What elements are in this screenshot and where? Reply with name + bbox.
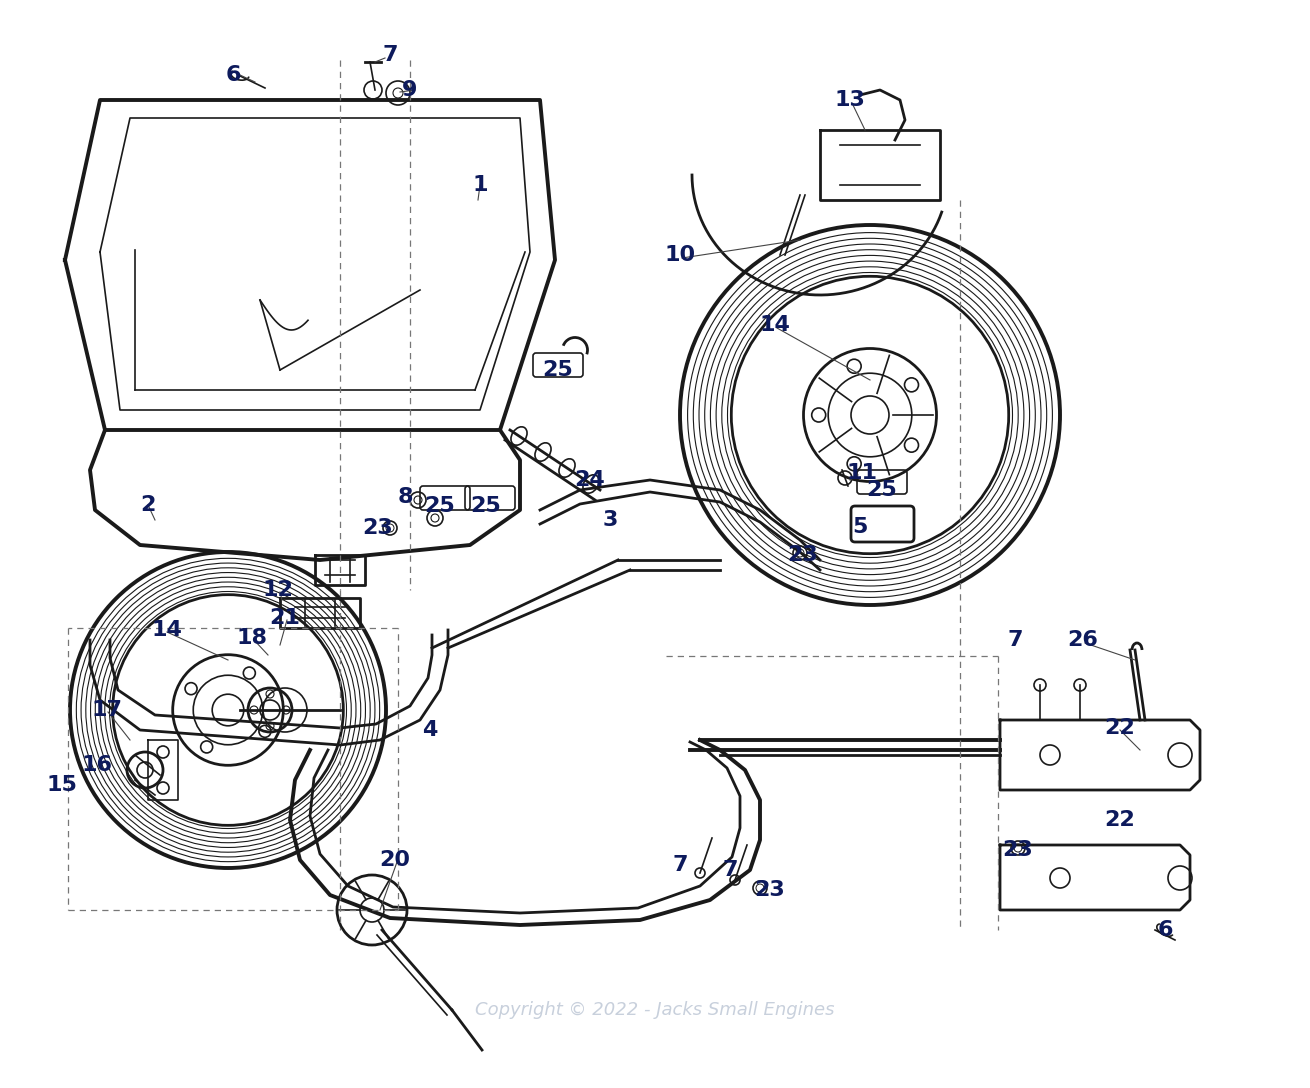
Text: 23: 23 (755, 880, 786, 900)
Text: 14: 14 (152, 620, 182, 640)
Text: 17: 17 (92, 700, 123, 720)
Text: 7: 7 (383, 45, 398, 65)
Text: 18: 18 (237, 628, 267, 648)
Text: 15: 15 (47, 775, 77, 795)
Text: 12: 12 (262, 580, 293, 599)
Text: 25: 25 (542, 360, 574, 380)
Text: 9: 9 (402, 81, 418, 100)
Text: 20: 20 (380, 850, 410, 870)
Text: 22: 22 (1104, 718, 1136, 738)
Text: 6: 6 (225, 65, 241, 85)
Text: 23: 23 (1002, 840, 1034, 860)
Text: 16: 16 (81, 755, 113, 775)
Text: 8: 8 (397, 487, 413, 507)
Text: 23: 23 (787, 545, 819, 565)
Text: Copyright © 2022 - Jacks Small Engines: Copyright © 2022 - Jacks Small Engines (476, 1001, 834, 1019)
Text: 25: 25 (470, 496, 502, 516)
Text: 10: 10 (664, 245, 696, 265)
Text: 25: 25 (424, 496, 456, 516)
Text: 5: 5 (853, 517, 867, 537)
Text: 23: 23 (363, 518, 393, 537)
Text: 4: 4 (422, 720, 438, 740)
Text: 6: 6 (1157, 920, 1172, 940)
Text: 25: 25 (867, 480, 897, 500)
Text: 3: 3 (603, 510, 618, 530)
Text: 7: 7 (672, 855, 688, 875)
Text: 22: 22 (1104, 809, 1136, 830)
Text: 21: 21 (270, 608, 300, 628)
Text: 11: 11 (846, 463, 878, 483)
Text: 7: 7 (1007, 630, 1023, 650)
Text: 24: 24 (575, 470, 605, 490)
Text: 14: 14 (760, 316, 790, 335)
Text: 13: 13 (834, 90, 866, 110)
Text: 1: 1 (472, 175, 487, 195)
Text: 7: 7 (722, 860, 738, 880)
Text: 26: 26 (1068, 630, 1099, 650)
Text: 2: 2 (140, 495, 156, 515)
